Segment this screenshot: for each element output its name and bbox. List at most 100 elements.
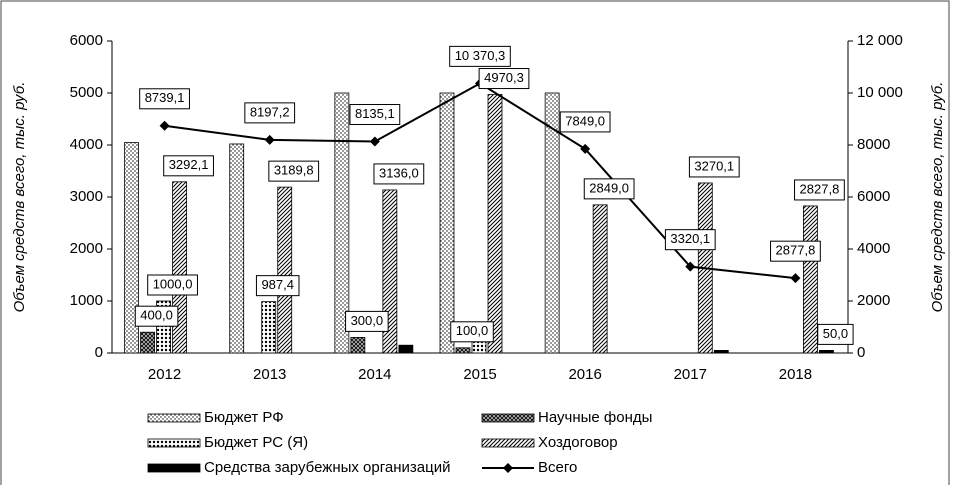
data-label-box [147,274,198,296]
x-tick-label: 2018 [779,366,812,383]
data-label: 3189,8 [274,163,314,178]
data-label-box [268,160,320,182]
y2-tick-label: 8000 [857,136,890,153]
data-label: 400,0 [140,308,173,323]
x-tick-label: 2017 [674,366,707,383]
data-label: 3292,1 [169,157,209,172]
legend-label: Хоздоговор [538,434,618,451]
y-tick-label: 3000 [70,188,103,205]
data-label-box [450,321,494,343]
y2-tick-label: 4000 [857,240,890,257]
line-marker [159,120,170,131]
data-label-box [244,102,296,124]
data-label-box [134,305,179,327]
legend-label: Бюджет РС (Я) [204,434,308,451]
data-label: 3136,0 [379,165,419,180]
bar [334,92,350,354]
x-tick-label: 2012 [148,366,181,383]
bar [229,143,245,354]
y-axis-title: Объем средств всего, тыс. руб. [11,82,28,313]
data-label: 2827,8 [800,181,840,196]
legend-label: Средства зарубежных организаций [204,459,450,476]
data-label: 1000,0 [153,276,193,291]
bar [124,142,139,354]
data-label-box [349,103,401,125]
data-label-box [255,275,300,297]
data-label-box [817,323,854,345]
legend-label: Бюджет РФ [204,409,284,426]
legend-label: Научные фонды [538,409,652,426]
bar [439,92,455,354]
legend-swatch [147,413,201,423]
y2-axis-title: Объем средств всего, тыс. руб. [929,82,946,313]
line-marker [790,273,801,284]
bar [455,347,471,354]
data-label-box [583,178,635,200]
bar [398,344,414,354]
bar [261,301,277,354]
data-label-box [345,310,389,332]
line-marker [264,134,275,145]
legend-swatch [147,463,201,473]
x-tick-label: 2015 [463,366,496,383]
data-label: 100,0 [456,323,489,338]
legend-swatch [481,438,535,448]
legend-swatch [481,413,535,423]
y-tick-label: 0 [95,344,103,361]
data-label: 2849,0 [589,180,629,195]
data-label-box [478,68,530,90]
data-label: 4970,3 [484,70,524,85]
data-label: 3270,1 [694,158,734,173]
data-label: 8135,1 [355,106,395,121]
bar [544,92,560,354]
data-label: 3320,1 [670,231,710,246]
y-tick-label: 1000 [70,292,103,309]
data-label: 10 370,3 [455,48,506,63]
data-label: 987,4 [261,277,294,292]
data-label: 7849,0 [565,113,605,128]
y2-tick-label: 0 [857,344,865,361]
y2-tick-label: 10 000 [857,84,903,101]
data-label-box [559,111,611,133]
x-tick-label: 2016 [568,366,601,383]
data-label-box [688,156,740,178]
bar [819,349,834,354]
legend-label: Всего [538,459,577,476]
data-label: 8739,1 [145,90,185,105]
data-label-box [794,179,845,201]
line-marker [580,143,591,154]
y-tick-label: 2000 [70,240,103,257]
line-marker [685,261,696,272]
data-label: 300,0 [351,313,384,328]
data-label-box [770,240,821,262]
bar [713,349,729,354]
data-label: 8197,2 [250,104,290,119]
data-label-box [139,88,190,110]
bar [803,205,818,354]
bar [592,204,608,354]
y-tick-label: 4000 [70,136,103,153]
data-label-box [449,45,511,67]
bar [172,181,187,354]
data-label: 2877,8 [776,243,816,258]
y2-tick-label: 12 000 [857,32,903,49]
bar [277,186,293,354]
line-marker [369,136,380,147]
data-label-box [664,229,716,251]
y2-tick-label: 2000 [857,292,890,309]
y2-tick-label: 6000 [857,188,890,205]
y-tick-label: 5000 [70,84,103,101]
data-label-box [373,163,425,185]
bar [350,336,366,354]
legend-marker [503,463,513,473]
data-label-box [163,155,214,177]
x-tick-label: 2014 [358,366,391,383]
bar [487,94,503,354]
data-label: 50,0 [823,326,848,341]
bar [140,331,155,354]
legend-swatch [147,438,201,448]
x-tick-label: 2013 [253,366,286,383]
y-tick-label: 6000 [70,32,103,49]
